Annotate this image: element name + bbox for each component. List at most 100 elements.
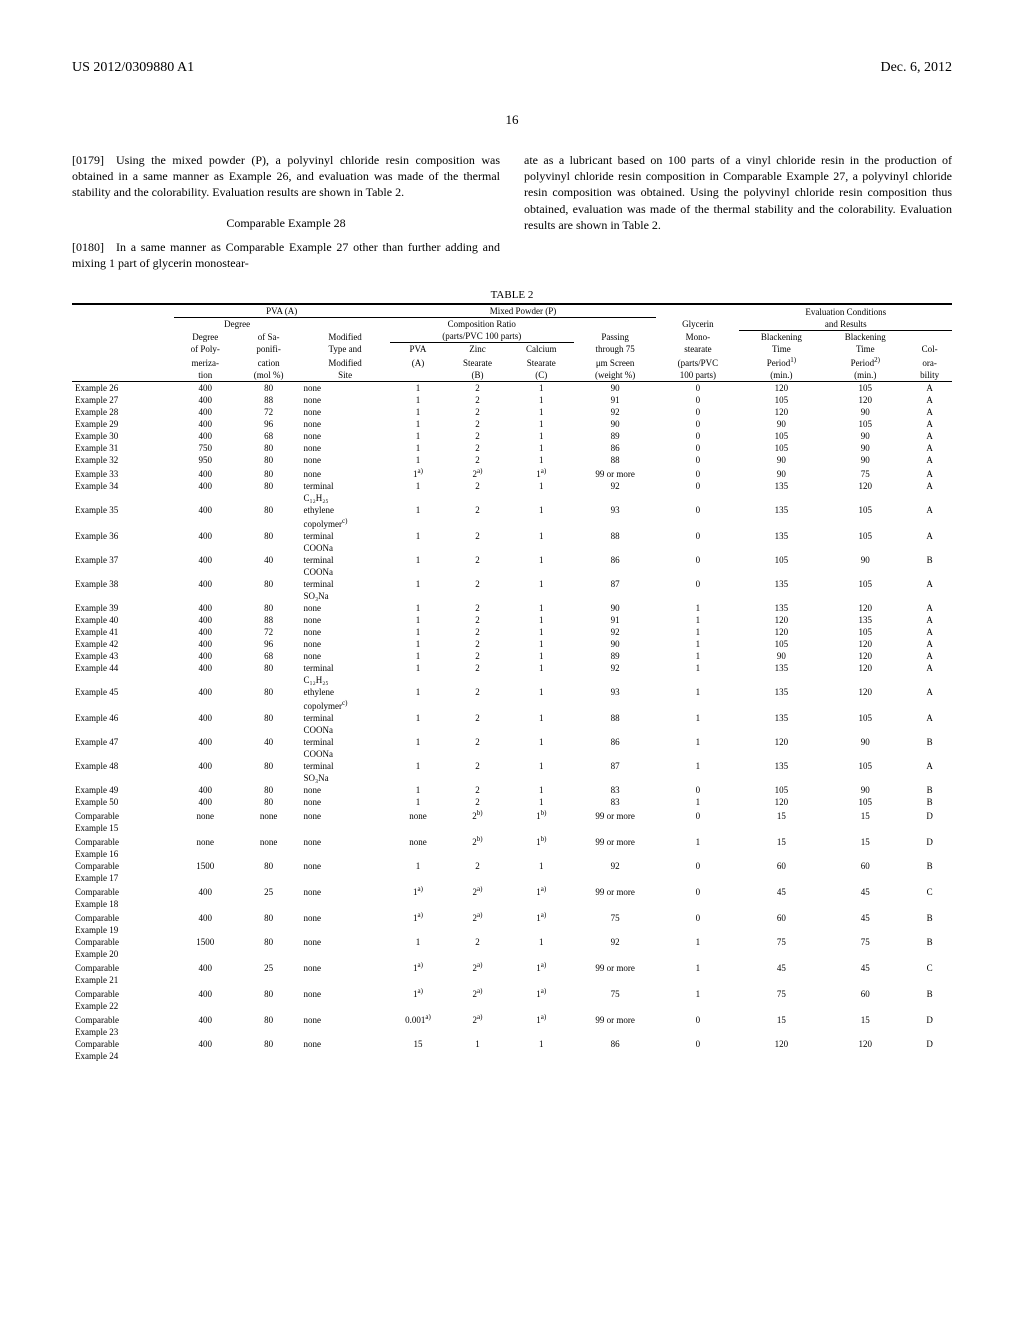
hdr-pva: PVA (A) (174, 304, 390, 318)
table-row: Example 4940080none12183010590B (72, 784, 952, 796)
hdr-degree2: Degree (174, 330, 237, 343)
row-label: Example 38 (72, 578, 174, 590)
publication-number: US 2012/0309880 A1 (72, 60, 194, 76)
row-label: Example 31 (72, 442, 174, 454)
table-row: Example 4540080ethylene121931135120A (72, 686, 952, 698)
publication-date: Dec. 6, 2012 (880, 60, 952, 76)
paragraph-0179: [0179] Using the mixed powder (P), a pol… (72, 152, 500, 201)
table-row: Example 19 (72, 924, 952, 936)
row-label: Example 18 (72, 898, 174, 910)
table-row: SO₃Na (72, 772, 952, 784)
table-row: Comparablenonenonenonenone2b)1b)99 or mo… (72, 808, 952, 822)
row-label: Comparable (72, 936, 174, 948)
table-row: Comparable40080none0.001a)2a)1a)99 or mo… (72, 1012, 952, 1026)
table-row: Comparablenonenonenonenone2b)1b)99 or mo… (72, 834, 952, 848)
row-label: Example 23 (72, 1026, 174, 1038)
row-label: Example 45 (72, 686, 174, 698)
row-label (72, 698, 174, 712)
row-label: Example 21 (72, 974, 174, 986)
table-row: Example 4140072none121921120105A (72, 626, 952, 638)
row-label (72, 724, 174, 736)
hdr-blackening2: Blackening (823, 330, 907, 343)
row-label: Example 36 (72, 530, 174, 542)
row-label: Example 35 (72, 504, 174, 516)
row-label (72, 566, 174, 578)
table-row: COONa (72, 542, 952, 554)
table-row: C₁₂H₂₅ (72, 492, 952, 504)
table-row: Example 3640080terminal121880135105A (72, 530, 952, 542)
row-label: Example 19 (72, 924, 174, 936)
table-row: copolymerc) (72, 516, 952, 530)
row-label: Comparable (72, 986, 174, 1000)
table-row: Example 4440080terminal121921135120A (72, 662, 952, 674)
row-label: Example 22 (72, 1000, 174, 1012)
hdr-glycerin: Glycerin (656, 318, 739, 331)
table-row: Example 22 (72, 1000, 952, 1012)
table-row: COONa (72, 748, 952, 760)
row-label: Comparable (72, 1038, 174, 1050)
row-label: Example 15 (72, 822, 174, 834)
table-row: Example 20 (72, 948, 952, 960)
row-label: Example 27 (72, 394, 174, 406)
hdr-and-results: and Results (739, 318, 952, 331)
row-label: Example 47 (72, 736, 174, 748)
table-row: Example 16 (72, 848, 952, 860)
table-2-body: Example 2640080none121900120105AExample … (72, 382, 952, 1063)
row-label: Comparable (72, 1012, 174, 1026)
table-row: C₁₂H₂₅ (72, 674, 952, 686)
table-row: Example 17 (72, 872, 952, 884)
row-label: Example 43 (72, 650, 174, 662)
table-row: Example 3840080terminal121870135105A (72, 578, 952, 590)
paragraph-0180: [0180] In a same manner as Comparable Ex… (72, 239, 500, 271)
table-row: Example 4240096none121901105120A (72, 638, 952, 650)
row-label (72, 772, 174, 784)
hdr-degree: Degree (174, 318, 301, 331)
table-row: SO₃Na (72, 590, 952, 602)
row-label: Comparable (72, 808, 174, 822)
left-column: [0179] Using the mixed powder (P), a pol… (72, 152, 500, 271)
hdr-mono: Mono- (656, 330, 739, 343)
two-column-text: [0179] Using the mixed powder (P), a pol… (72, 152, 952, 271)
table-row: Comparable40080none1a)2a)1a)7506045B (72, 910, 952, 924)
hdr-composition-ratio: Composition Ratio (390, 318, 574, 331)
table-row: copolymerc) (72, 698, 952, 712)
table-row: Example 2940096none12190090105A (72, 418, 952, 430)
row-label: Example 24 (72, 1050, 174, 1062)
row-label: Example 37 (72, 554, 174, 566)
table-row: Example 3740040terminal12186010590B (72, 554, 952, 566)
page-number: 16 (72, 112, 952, 128)
table-row: Example 3295080none1218809090A (72, 454, 952, 466)
hdr-mixed-powder: Mixed Powder (P) (390, 304, 657, 318)
row-label: Example 48 (72, 760, 174, 772)
row-label: Comparable (72, 860, 174, 872)
table-row: Example 3540080ethylene121930135105A (72, 504, 952, 516)
row-label: Example 40 (72, 614, 174, 626)
table-row: Example 23 (72, 1026, 952, 1038)
row-label: Example 20 (72, 948, 174, 960)
table-row: Example 3040068none12189010590A (72, 430, 952, 442)
row-label: Comparable (72, 884, 174, 898)
table-row: Example 15 (72, 822, 952, 834)
page-header: US 2012/0309880 A1 Dec. 6, 2012 (72, 60, 952, 76)
table-row: COONa (72, 566, 952, 578)
table-row: Example 5040080none121831120105B (72, 796, 952, 808)
row-label: Example 17 (72, 872, 174, 884)
row-label (72, 542, 174, 554)
row-label: Example 46 (72, 712, 174, 724)
table-row: Example 4740040terminal12186112090B (72, 736, 952, 748)
table-row: Example 2740088none121910105120A (72, 394, 952, 406)
row-label: Example 44 (72, 662, 174, 674)
table-row: Example 3340080none1a)2a)1a)99 or more09… (72, 466, 952, 480)
table-2: PVA (A) Mixed Powder (P) Evaluation Cond… (72, 303, 952, 1062)
row-label: Example 34 (72, 480, 174, 492)
row-label (72, 516, 174, 530)
row-label: Comparable (72, 960, 174, 974)
hdr-modified: Modified (300, 330, 389, 343)
table-2-header: PVA (A) Mixed Powder (P) Evaluation Cond… (72, 304, 952, 382)
example-28-heading: Comparable Example 28 (72, 215, 500, 231)
table-row: Example 21 (72, 974, 952, 986)
row-label: Comparable (72, 910, 174, 924)
table-row: Example 4840080terminal121871135105A (72, 760, 952, 772)
table-row: Comparable40025none1a)2a)1a)99 or more04… (72, 884, 952, 898)
row-label: Example 30 (72, 430, 174, 442)
